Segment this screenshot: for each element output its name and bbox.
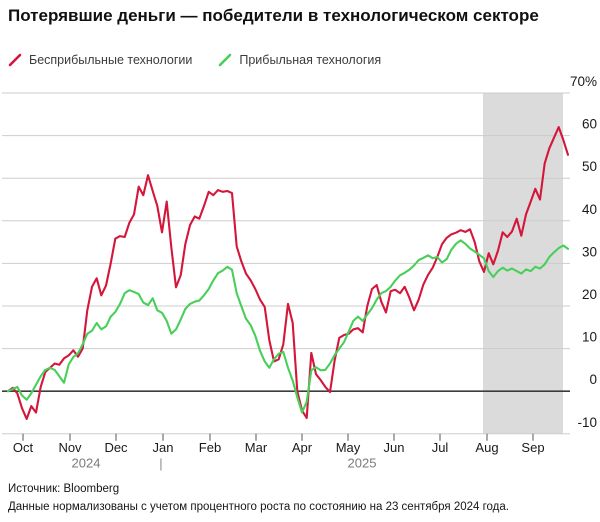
y-tick-label: 20 [582, 287, 597, 302]
chart-footer: Источник: Bloomberg Данные нормализованы… [8, 480, 592, 517]
y-tick-label: 30 [582, 244, 597, 259]
year-label-2025: 2025 [348, 455, 377, 470]
y-tick-label: -10 [577, 415, 597, 430]
x-tick-label: Jul [432, 440, 449, 455]
x-tick-label: Dec [104, 440, 128, 455]
y-tick-label: 50 [582, 159, 597, 174]
x-tick-label: Aug [475, 440, 498, 455]
source-line: Источник: Bloomberg [8, 483, 120, 495]
x-tick-label: Jun [384, 440, 405, 455]
x-tick-label: Apr [292, 440, 313, 455]
series-line-unprofitable-tech [6, 126, 570, 420]
year-label-2024: 2024 [72, 455, 101, 470]
chart-svg: 70% 60 50 40 30 20 10 0 -10 Oct Nov Dec Jan Feb Mar Apr… [2, 75, 597, 471]
legend-swatch-red-slash-icon [8, 53, 22, 67]
legend-swatch-green-slash-icon [219, 53, 232, 67]
note-line: Данные нормализованы с учетом процентног… [8, 501, 509, 514]
legend-item-profitable-tech: Прибыльная технология [218, 53, 381, 67]
legend-item-unprofitable-tech: Бесприбыльные технологии [8, 53, 192, 67]
legend-label-profitable-tech: Прибыльная технология [239, 53, 382, 67]
y-tick-label: 40 [582, 202, 597, 217]
y-tick-label: 10 [582, 330, 597, 345]
x-tick-label: Nov [58, 440, 82, 455]
x-tick-label: May [336, 440, 361, 455]
y-tick-label: 70% [570, 75, 597, 89]
legend-label-unprofitable-tech: Бесприбыльные технологии [29, 53, 193, 67]
series-line-profitable-tech [6, 239, 570, 414]
x-tick-label: Sep [521, 440, 544, 455]
x-tick-label: Mar [245, 440, 268, 455]
y-tick-label: 0 [589, 372, 597, 387]
x-tick-label: Jan [153, 440, 174, 455]
line-chart: 70% 60 50 40 30 20 10 0 -10 Oct Nov Dec Jan Feb Mar Apr… [0, 75, 600, 475]
y-tick-label: 60 [582, 117, 597, 132]
x-tick-label: Feb [199, 440, 221, 455]
x-tick-label: Oct [13, 440, 34, 455]
legend: Бесприбыльные технологии Прибыльная техн… [8, 53, 381, 67]
year-divider: | [159, 456, 162, 471]
page-title: Потерявшие деньги — победители в техноло… [8, 6, 539, 25]
